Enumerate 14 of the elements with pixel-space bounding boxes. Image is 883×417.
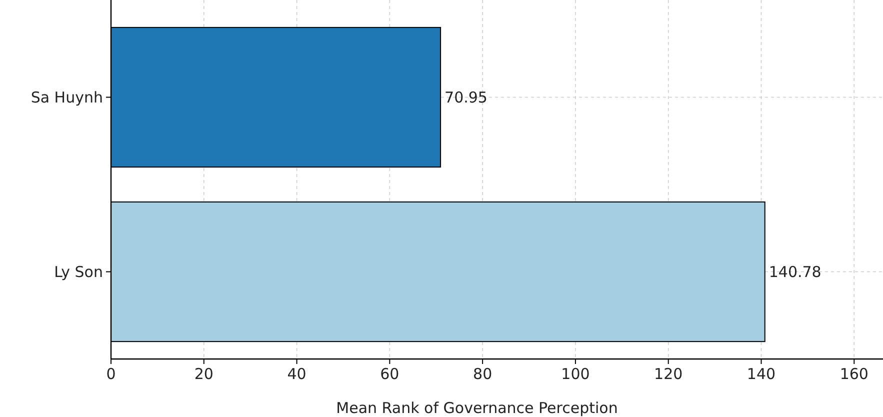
y-tick-label: Ly Son xyxy=(54,263,103,281)
x-tick-label: 0 xyxy=(106,365,116,383)
x-tick-label: 120 xyxy=(654,365,683,383)
x-tick-label: 80 xyxy=(473,365,492,383)
x-tick-label: 40 xyxy=(287,365,306,383)
y-tick-label: Sa Huynh xyxy=(30,88,103,106)
x-axis-title: Mean Rank of Governance Perception xyxy=(336,399,618,417)
data-label: 140.78 xyxy=(768,263,822,281)
x-tick-label: 100 xyxy=(561,365,590,383)
x-tick-label: 140 xyxy=(746,365,776,383)
x-tick-label: 20 xyxy=(194,365,214,383)
data-label: 70.95 xyxy=(444,88,488,106)
x-tick-label: 60 xyxy=(380,365,400,383)
x-tick-label: 160 xyxy=(840,365,868,383)
